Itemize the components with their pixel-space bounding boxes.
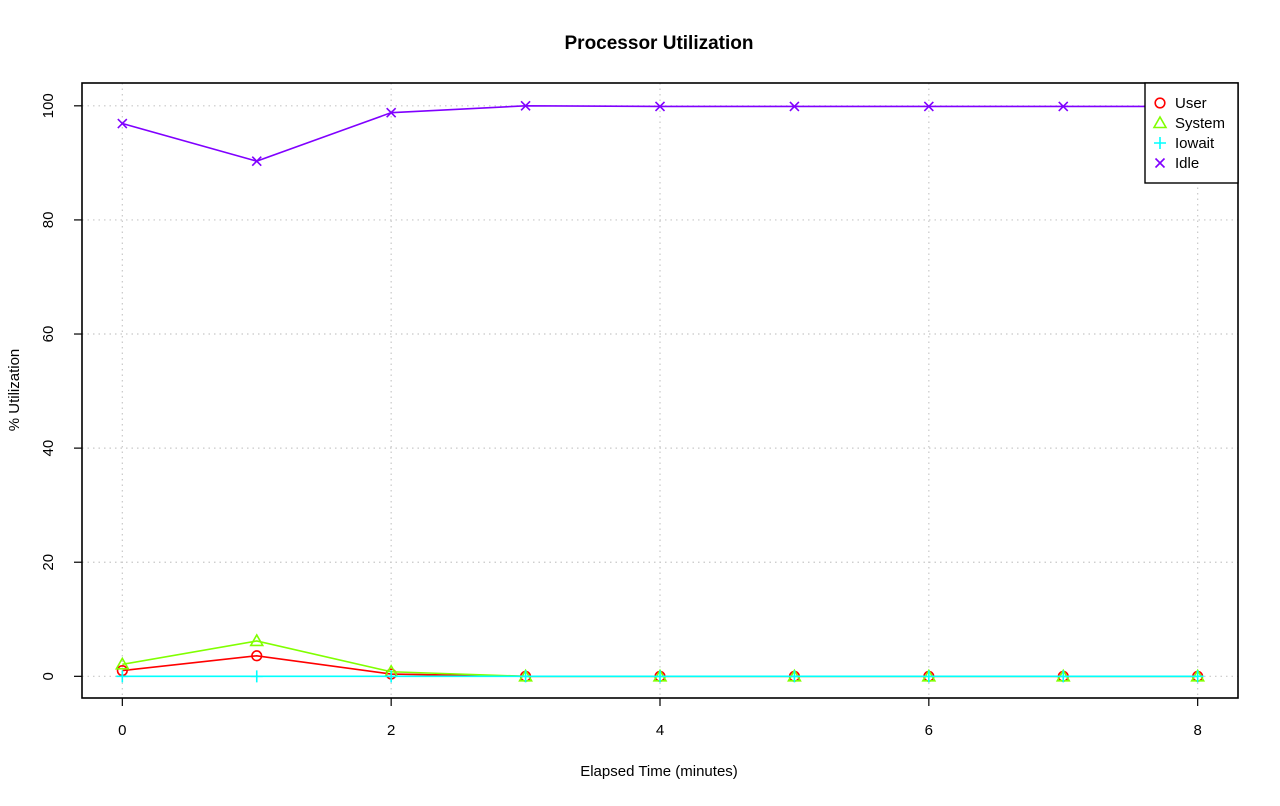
y-tick-label: 0 — [40, 672, 57, 680]
legend-label-system: System — [1175, 115, 1225, 132]
legend-marker-system — [1152, 115, 1168, 129]
legend-marker-iowait — [1154, 137, 1166, 149]
data-point-idle — [117, 118, 128, 129]
legend-box — [1144, 82, 1239, 184]
y-tick-label: 40 — [40, 440, 57, 457]
data-point-iowait — [1191, 670, 1204, 683]
data-point-iowait — [922, 670, 935, 683]
legend: User System Iowait Idle — [1144, 82, 1239, 184]
data-point-idle — [789, 101, 800, 112]
data-point-iowait — [250, 670, 263, 683]
x-tick-label: 0 — [118, 722, 126, 739]
y-tick-label: 60 — [40, 326, 57, 343]
x-tick-label: 6 — [925, 722, 933, 739]
data-point-idle — [386, 107, 397, 118]
legend-marker-user — [1154, 97, 1166, 109]
legend-label-iowait: Iowait — [1175, 135, 1215, 152]
data-point-iowait — [385, 670, 398, 683]
x-axis-label: Elapsed Time (minutes) — [580, 763, 738, 780]
y-tick-label: 100 — [40, 93, 57, 118]
legend-marker-idle — [1154, 157, 1166, 169]
data-point-idle — [1058, 101, 1069, 112]
x-tick-label: 4 — [656, 722, 664, 739]
data-point-user — [251, 650, 263, 662]
x-tick-label: 2 — [387, 722, 395, 739]
data-point-iowait — [1057, 670, 1070, 683]
data-point-idle — [923, 101, 934, 112]
chart-title: Processor Utilization — [565, 33, 754, 54]
data-point-idle — [520, 100, 531, 111]
data-point-iowait — [788, 670, 801, 683]
legend-label-idle: Idle — [1175, 155, 1199, 172]
data-point-idle — [654, 101, 666, 112]
series-iowait — [116, 670, 1204, 683]
x-tick-label: 8 — [1194, 722, 1202, 739]
data-point-system — [114, 656, 130, 670]
y-tick-label: 20 — [40, 554, 57, 571]
data-point-iowait — [519, 670, 532, 683]
y-axis-label: % Utilization — [6, 349, 23, 432]
data-point-system — [249, 633, 265, 647]
data-point-iowait — [654, 670, 666, 683]
data-point-idle — [251, 156, 262, 167]
y-tick-label: 80 — [40, 212, 57, 229]
grid — [82, 83, 1238, 698]
legend-label-user: User — [1175, 95, 1207, 112]
series-idle — [117, 100, 1203, 167]
data-point-iowait — [116, 670, 129, 683]
series — [114, 100, 1206, 683]
